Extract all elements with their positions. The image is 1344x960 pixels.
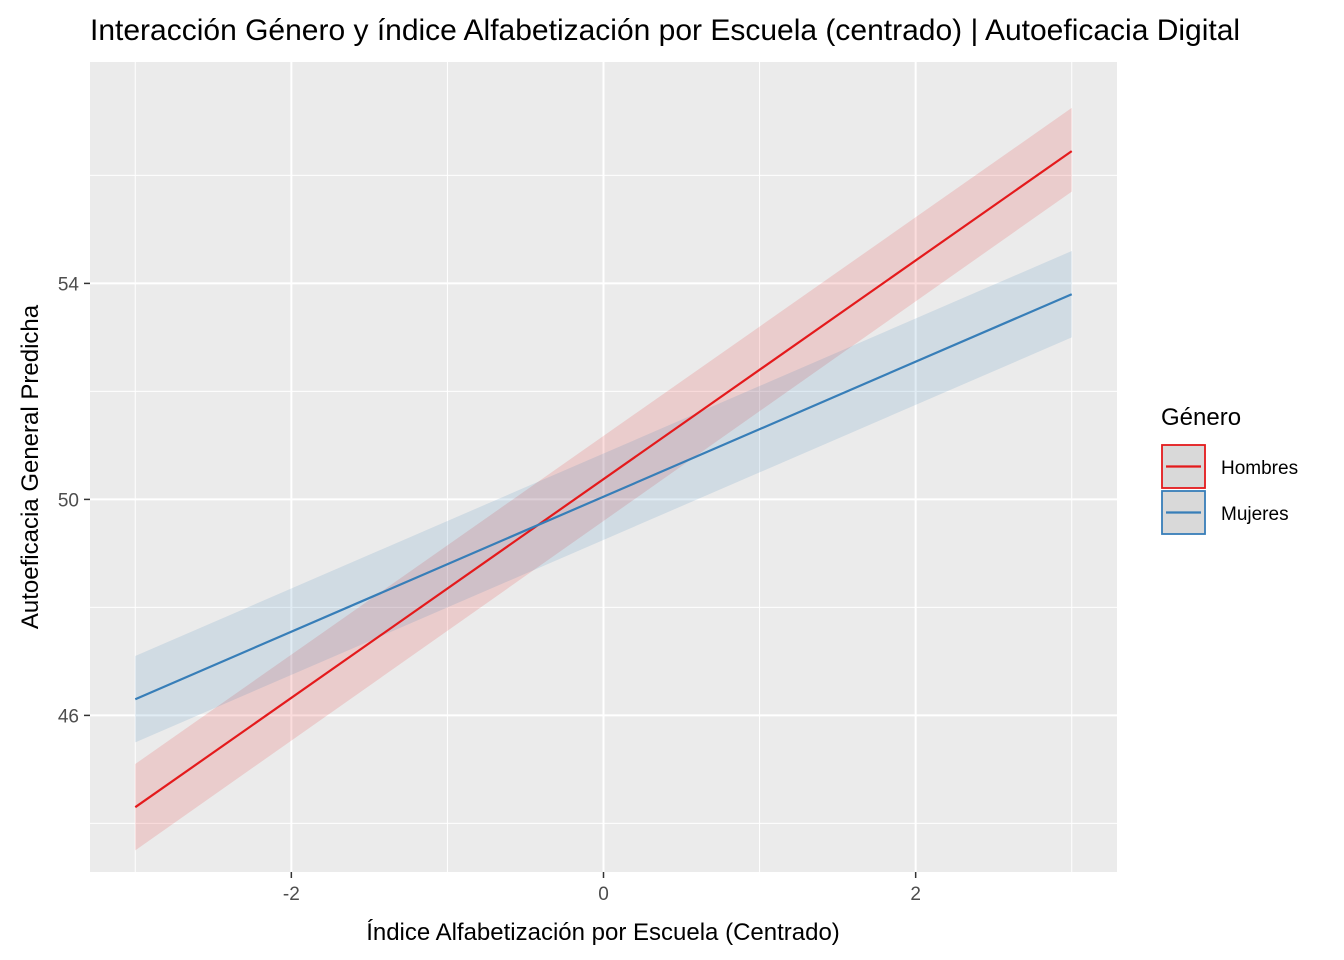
line-hombres [134, 150, 1073, 809]
x-axis-title: Índice Alfabetización por Escuela (Centr… [366, 919, 840, 946]
legend-title: Género [1161, 404, 1241, 431]
y-tick-label: 46 [58, 706, 79, 727]
line-mujeres [134, 293, 1073, 701]
y-axis-title: Autoeficacia General Predicha [17, 304, 44, 629]
y-tick-label: 50 [58, 490, 79, 511]
x-tick-label: 2 [910, 884, 921, 905]
series-lines [134, 150, 1073, 809]
chart-title: Interacción Género y índice Alfabetizaci… [90, 14, 1240, 47]
x-tick-label: -2 [283, 884, 300, 905]
y-axis: 46 50 54 [58, 274, 90, 727]
legend: Género Hombres Mujeres [1161, 404, 1298, 535]
legend-label-mujeres: Mujeres [1221, 504, 1289, 525]
grid-major [90, 62, 1117, 872]
x-tick-label: 0 [598, 884, 609, 905]
y-tick-label: 54 [58, 274, 80, 295]
x-axis: -2 0 2 [283, 872, 921, 905]
legend-label-hombres: Hombres [1221, 458, 1298, 479]
